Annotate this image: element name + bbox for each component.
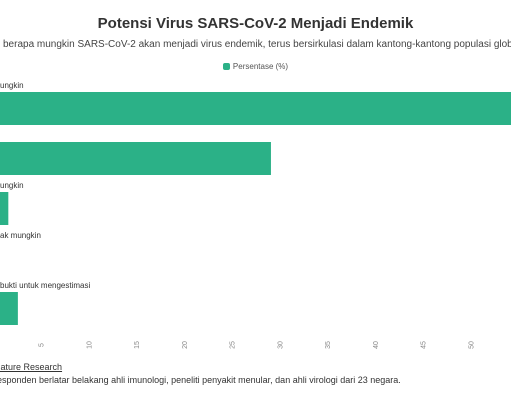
x-tick-label: 5 — [39, 343, 46, 347]
subtitle-text: berapa mungkin SARS-CoV-2 akan menjadi v… — [3, 39, 511, 50]
category-label: ak mungkin — [0, 231, 41, 240]
category-label: ungkin — [0, 181, 24, 190]
footnote: responden berlatar belakang ahli imunolo… — [0, 375, 511, 385]
chart-subtitle: berapa mungkin SARS-CoV-2 akan menjadi v… — [0, 39, 511, 50]
footnote-text: responden berlatar belakang ahli imunolo… — [0, 375, 401, 385]
source-link[interactable]: Nature Research — [0, 362, 511, 372]
category-label: bukti untuk mengestimasi — [0, 281, 90, 290]
bar[interactable] — [0, 92, 511, 125]
x-tick-label: 20 — [182, 341, 189, 349]
legend[interactable]: Persentase (%) — [0, 62, 511, 71]
bar[interactable] — [0, 192, 9, 225]
x-tick-label: 50 — [468, 341, 475, 349]
x-tick-label: 25 — [230, 341, 237, 349]
x-tick-label: 40 — [373, 341, 380, 349]
chart-title: Potensi Virus SARS-CoV-2 Menjadi Endemik — [97, 15, 414, 32]
legend-swatch — [222, 63, 230, 70]
category-label: ungkin — [0, 81, 24, 90]
bar[interactable] — [0, 142, 271, 175]
x-tick-label: 35 — [325, 341, 332, 349]
x-tick-label: 15 — [134, 341, 141, 349]
x-tick-label: 10 — [86, 341, 93, 349]
x-tick-label: 30 — [277, 341, 284, 349]
x-tick-label: 45 — [421, 341, 428, 349]
legend-label: Persentase (%) — [232, 62, 289, 71]
source-text[interactable]: Nature Research — [0, 362, 63, 372]
bar[interactable] — [0, 292, 18, 325]
